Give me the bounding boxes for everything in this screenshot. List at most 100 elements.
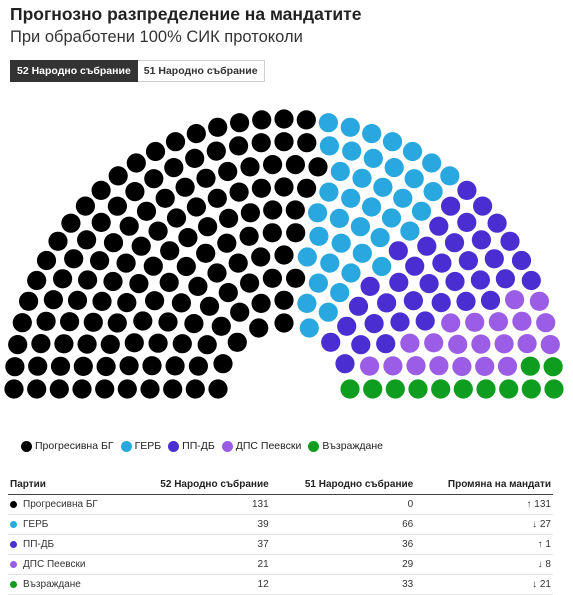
seat-dot xyxy=(160,241,180,261)
seat-dot xyxy=(274,132,294,152)
seat-dot xyxy=(28,356,48,376)
seat-dot xyxy=(274,245,294,265)
legend-swatch xyxy=(308,440,320,452)
seat-dot xyxy=(419,274,439,294)
seat-dot xyxy=(465,312,485,332)
seat-dot xyxy=(196,243,216,263)
legend: Прогресивна БГ ГЕРБ ПП-ДБ ДПС Пеевски Въ… xyxy=(21,440,390,452)
seat-dot xyxy=(457,180,477,200)
column-header-51: 51 Народно събрание xyxy=(270,478,416,495)
seat-dot xyxy=(504,290,525,310)
seat-dot xyxy=(274,290,294,310)
seat-dot xyxy=(297,293,317,313)
seats-52-cell: 131 xyxy=(126,494,271,515)
seat-dot xyxy=(229,182,249,202)
table-row: Прогресивна БГ 131 0 ↑ 131 xyxy=(8,494,553,515)
seat-dot xyxy=(331,233,351,253)
seat-dot xyxy=(471,334,491,354)
seat-dot xyxy=(403,291,423,311)
seat-dot xyxy=(341,263,361,283)
chart-subtitle: При обработени 100% СИК протоколи xyxy=(10,28,303,46)
seat-dot xyxy=(274,177,294,197)
seat-dot xyxy=(227,332,247,352)
seat-dot xyxy=(321,332,341,352)
column-header-52: 52 Народно събрание xyxy=(126,478,271,495)
seat-dot xyxy=(78,270,98,290)
seat-dot xyxy=(143,256,163,276)
seat-dot xyxy=(432,253,452,273)
legend-label: ПП-ДБ xyxy=(182,440,215,452)
seat-dot xyxy=(230,302,250,322)
seat-dot xyxy=(362,124,382,144)
seat-dot xyxy=(61,213,81,233)
seat-dot xyxy=(126,153,146,173)
tab-51-assembly[interactable]: 51 Народно събрание xyxy=(137,60,265,82)
seat-dot xyxy=(500,231,520,251)
party-cell: ГЕРБ xyxy=(8,514,127,535)
seat-dot xyxy=(400,221,420,241)
legend-item: Прогресивна БГ xyxy=(21,440,114,452)
seat-dot xyxy=(299,318,319,338)
legend-item: Възраждане xyxy=(308,440,383,452)
seat-dot xyxy=(424,333,444,353)
tab-52-assembly[interactable]: 52 Народно събрание xyxy=(10,60,138,82)
seat-dot xyxy=(219,208,239,228)
seat-dot xyxy=(337,316,357,336)
seat-dot xyxy=(27,270,47,291)
change-cell: ↓ 21 xyxy=(415,574,553,595)
seat-dot xyxy=(348,296,369,316)
seat-dot xyxy=(286,268,306,288)
seat-dot xyxy=(240,157,260,177)
seat-dot xyxy=(77,230,97,250)
seat-dot xyxy=(240,203,260,223)
seat-dot xyxy=(381,208,402,228)
seat-dot xyxy=(53,269,73,289)
table-row: ГЕРБ 39 66 ↓ 27 xyxy=(8,514,553,535)
seat-dot xyxy=(50,356,71,376)
seat-dot xyxy=(411,201,432,221)
seat-dot xyxy=(274,313,294,333)
seat-dot xyxy=(536,313,556,333)
seat-dot xyxy=(350,217,370,237)
seat-dot xyxy=(4,379,24,399)
party-color-dot xyxy=(10,581,17,588)
seat-dot xyxy=(199,296,220,316)
seat-dot xyxy=(352,168,372,188)
seat-dot xyxy=(197,335,217,355)
seat-dot xyxy=(480,290,501,310)
party-cell: ПП-ДБ xyxy=(8,534,127,555)
seat-dot xyxy=(484,249,504,269)
seats-51-cell: 0 xyxy=(270,494,416,515)
seat-dot xyxy=(164,158,184,178)
seat-dot xyxy=(393,188,413,208)
seat-dot xyxy=(363,379,383,399)
seat-dot xyxy=(100,334,120,354)
change-cell: ↓ 8 xyxy=(415,554,553,575)
seat-dot xyxy=(171,293,191,313)
seat-dot xyxy=(54,334,74,354)
party-name: ГЕРБ xyxy=(23,519,49,530)
legend-label: ДПС Пеевски xyxy=(235,440,302,452)
seat-dot xyxy=(166,208,187,228)
seat-dot xyxy=(91,212,111,232)
seat-dot xyxy=(470,270,490,290)
seat-dot xyxy=(218,283,238,303)
seat-dot xyxy=(445,271,465,292)
seat-dot xyxy=(370,228,390,248)
seat-dot xyxy=(165,356,185,376)
seat-dot xyxy=(363,148,383,168)
seat-dot xyxy=(389,272,409,292)
seat-dot xyxy=(252,110,272,130)
seat-dot xyxy=(308,157,328,177)
seat-dot xyxy=(107,196,127,216)
seat-dot xyxy=(207,188,227,208)
seat-dot xyxy=(520,356,540,376)
seat-dot xyxy=(186,197,206,217)
seat-dot xyxy=(476,379,496,399)
party-cell: Прогресивна БГ xyxy=(8,494,127,515)
seat-dot xyxy=(95,379,115,399)
seat-dot xyxy=(511,250,532,271)
hemicycle-chart xyxy=(4,109,564,399)
seat-dot xyxy=(390,312,410,332)
seats-51-cell: 29 xyxy=(270,554,416,575)
